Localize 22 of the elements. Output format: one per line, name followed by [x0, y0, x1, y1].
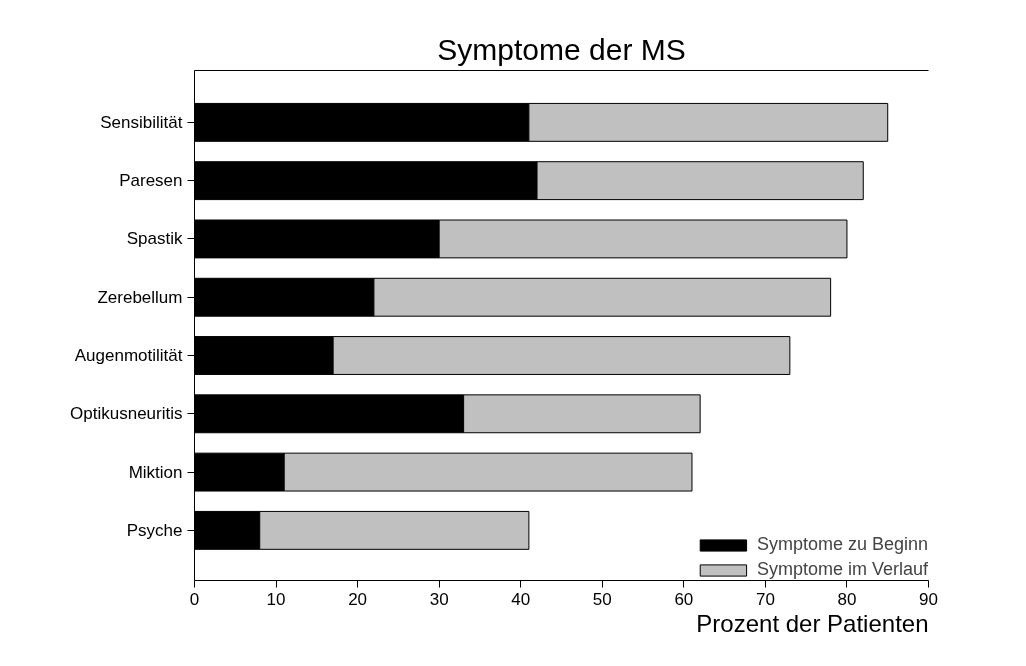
y-tick-label: Paresen — [119, 171, 183, 191]
x-tick-label: 90 — [919, 589, 938, 609]
x-tick-label: 50 — [592, 589, 612, 609]
x-tick-label: 40 — [511, 589, 531, 609]
x-tick-label: 80 — [837, 589, 857, 609]
chart-title: Symptome der MS — [437, 32, 686, 66]
y-tick-label: Psyche — [126, 520, 183, 540]
x-tick-label: 30 — [429, 589, 449, 609]
legend-label: Symptome im Verlauf — [756, 559, 928, 580]
x-tick-label: 10 — [266, 589, 286, 609]
y-tick-label: Miktion — [128, 462, 183, 482]
legend-label: Symptome zu Beginn — [756, 534, 928, 555]
y-tick-label: Zerebellum — [97, 287, 183, 307]
x-tick-label: 60 — [674, 589, 694, 609]
y-tick-label: Spastik — [126, 229, 183, 249]
y-tick-label: Sensibilität — [100, 112, 183, 132]
x-axis-title: Prozent der Patienten — [696, 609, 929, 637]
y-tick-label: Optikusneuritis — [70, 404, 183, 424]
x-tick-label: 70 — [755, 589, 775, 609]
y-tick-label: Augenmotilität — [74, 346, 183, 366]
x-tick-label: 20 — [348, 589, 368, 609]
x-tick-label: 0 — [189, 589, 200, 609]
